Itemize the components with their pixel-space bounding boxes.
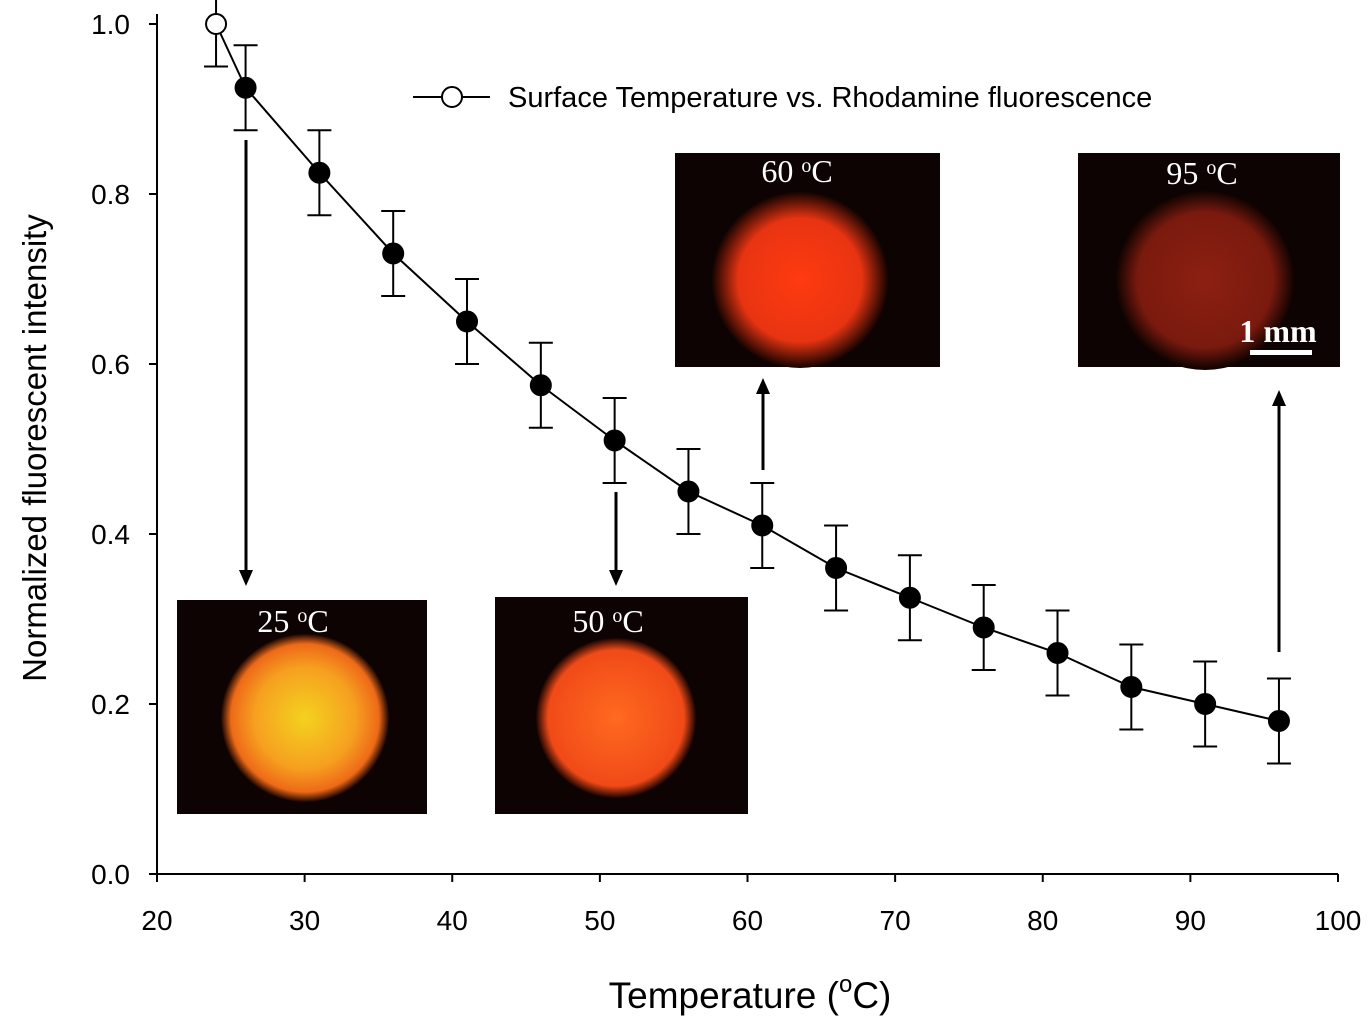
inset-label-part: C: [622, 603, 643, 639]
y-axis-label: Normalized fluorescent intensity: [16, 214, 53, 682]
data-point: [677, 480, 700, 503]
y-tick-label: 0.8: [91, 179, 130, 210]
inset-label-sup: o: [297, 605, 307, 627]
data-point: [898, 586, 921, 609]
x-tick-label: 20: [141, 905, 172, 936]
inset-label-part: C: [811, 153, 832, 189]
data-point: [1194, 693, 1217, 715]
legend-marker: [441, 86, 463, 108]
inset: 25 oC: [177, 600, 427, 814]
inset-label-sup: o: [801, 155, 811, 177]
x-tick-label: 30: [289, 905, 320, 936]
x-tick-label: 70: [880, 905, 911, 936]
legend-label: Surface Temperature vs. Rhodamine fluore…: [508, 82, 1152, 114]
legend: Surface Temperature vs. Rhodamine fluore…: [413, 82, 1152, 114]
y-tick-label: 0.0: [91, 859, 130, 890]
inset: 60 oC: [675, 153, 940, 368]
x-axis-label-part: Temperature (: [609, 975, 840, 1016]
data-point: [382, 242, 405, 265]
y-tick-label: 0.6: [91, 349, 130, 380]
data-point: [529, 374, 552, 397]
data-point: [234, 76, 257, 99]
inset-label: 50 oC: [572, 603, 643, 639]
x-tick-label: 50: [584, 905, 615, 936]
y-tick-label: 1.0: [91, 9, 130, 40]
inset-label: 60 oC: [761, 153, 832, 189]
y-tick-label: 0.4: [91, 519, 130, 550]
inset-label-part: 95: [1166, 155, 1206, 191]
x-tick-label: 80: [1027, 905, 1058, 936]
inset-label-part: 60: [761, 153, 801, 189]
x-axis-label: Temperature (oC): [609, 971, 892, 1016]
inset: 95 oC 1 mm: [1078, 153, 1340, 370]
x-tick-label: 90: [1175, 905, 1206, 936]
inset-label: 25 oC: [257, 603, 328, 639]
data-point: [603, 429, 626, 452]
inset: 50 oC: [495, 597, 748, 814]
x-axis-label-sup: o: [839, 971, 852, 998]
scale-bar: [1250, 350, 1312, 355]
x-tick-label: 40: [437, 905, 468, 936]
data-point: [1120, 676, 1143, 698]
inset-label-part: C: [307, 603, 328, 639]
inset-label-part: 25: [257, 603, 297, 639]
data-point: [1046, 642, 1069, 664]
x-tick-label: 60: [732, 905, 763, 936]
series-line: [215, 23, 1280, 722]
y-tick-label: 0.2: [91, 689, 130, 720]
data-point: [751, 514, 774, 537]
x-tick-label: 100: [1315, 905, 1362, 936]
data-point: [1267, 710, 1290, 732]
data-point: [825, 557, 848, 579]
inset-label: 95 oC: [1166, 155, 1237, 191]
arrow-heads: [239, 378, 1286, 586]
inset-label-sup: o: [612, 605, 622, 627]
inset-label-sup: o: [1206, 157, 1216, 179]
data-point: [205, 13, 228, 35]
scale-bar-label: 1 mm: [1239, 313, 1317, 349]
data-point: [456, 310, 479, 333]
data-point: [972, 616, 995, 639]
inset-label-part: C: [1216, 155, 1237, 191]
arrows: [244, 140, 1281, 652]
inset-label-part: 50: [572, 603, 612, 639]
x-axis-label-part: C): [852, 975, 891, 1016]
data-point: [308, 161, 331, 184]
